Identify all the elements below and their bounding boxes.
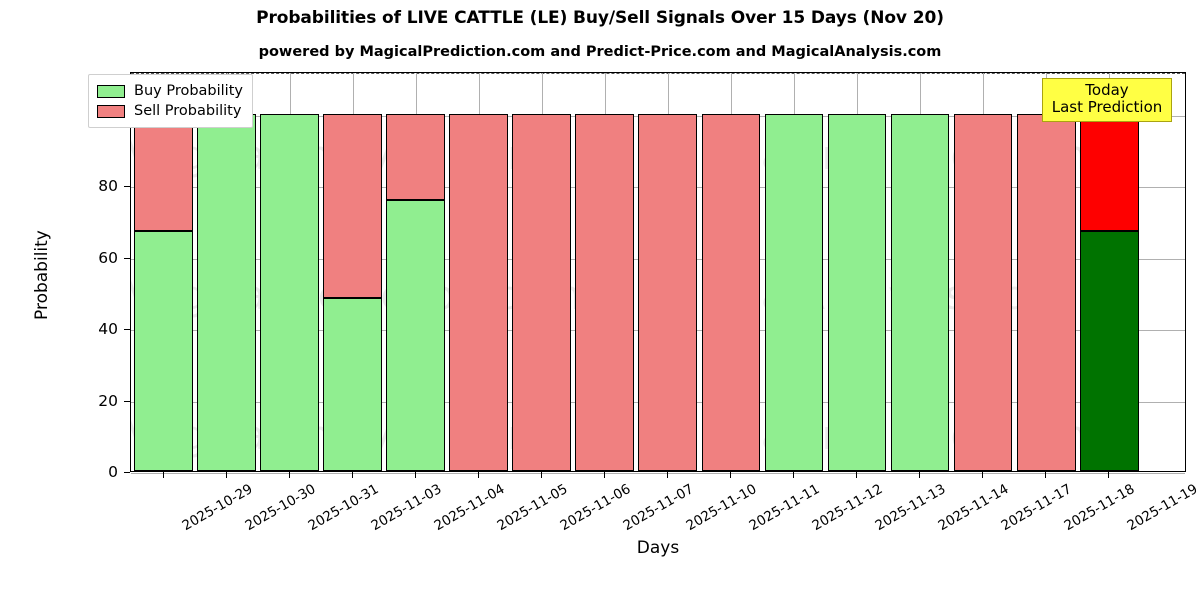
chart-title: Probabilities of LIVE CATTLE (LE) Buy/Se… [256,8,944,28]
bar-2025-11-04 [386,71,446,471]
bar-segment-sell [1079,113,1139,231]
y-tick-mark [124,257,130,259]
x-tick-label-2025-11-13: 2025-11-13 [872,481,949,535]
x-tick-label-2025-10-31: 2025-10-31 [305,481,382,535]
legend-item-buy[interactable]: Buy Probability [97,81,243,101]
bar-segment-buy [323,297,383,471]
bar-2025-11-12 [764,71,824,471]
bar-segment-sell [575,113,635,471]
legend-item-sell[interactable]: Sell Probability [97,101,243,121]
bar-2025-11-06 [512,71,572,471]
x-tick-mark [666,472,669,478]
bar-2025-11-11 [701,71,761,471]
today-label-line1: Today [1085,81,1129,99]
x-tick-label-2025-11-17: 2025-11-17 [998,481,1075,535]
x-tick-mark [477,472,479,478]
bar-2025-11-10 [638,71,698,471]
bar-segment-buy [386,199,446,471]
x-tick-label-2025-11-05: 2025-11-05 [494,481,571,535]
legend-label-buy: Buy Probability [134,83,243,99]
bar-segment-buy [197,113,256,471]
bar-segment-sell [386,113,446,200]
legend-label-sell: Sell Probability [134,103,242,119]
bar-2025-11-18 [1016,71,1076,471]
x-tick-mark [1045,472,1047,478]
bar-2025-11-07 [575,71,635,471]
bar-segment-sell [1016,113,1076,471]
x-tick-label-2025-11-12: 2025-11-12 [809,481,886,535]
y-tick-mark [124,329,130,331]
x-tick-mark [603,472,605,478]
x-tick-label-2025-10-30: 2025-10-30 [242,481,319,535]
bar-2025-10-29 [134,71,193,471]
y-tick-label-0: 0 [108,463,118,481]
x-tick-mark [982,472,984,478]
x-tick-label-2025-10-29: 2025-10-29 [179,481,255,535]
x-tick-label-2025-11-03: 2025-11-03 [368,481,445,535]
bar-segment-buy [890,113,950,471]
x-tick-mark [919,472,921,478]
bar-segment-sell [512,113,572,471]
x-tick-label-2025-11-11: 2025-11-11 [746,481,823,535]
bar-segment-buy [260,113,319,471]
x-tick-mark [729,472,732,478]
x-tick-mark [162,472,164,478]
y-tick-label-60: 60 [98,248,118,267]
gridline-top-dashed [131,73,1185,74]
x-tick-mark [1108,472,1110,478]
bar-series-layer [131,73,1185,471]
x-tick-mark [414,472,416,478]
y-tick-mark [124,186,130,188]
bar-segment-buy [134,230,193,471]
bar-segment-sell [701,113,761,471]
bar-2025-11-17 [953,71,1013,471]
x-tick-label-2025-11-18: 2025-11-18 [1061,481,1138,535]
bar-2025-10-31 [260,71,319,471]
x-tick-mark [225,472,227,478]
x-tick-mark [856,472,858,478]
y-tick-mark [124,472,130,474]
today-label-line2: Last Prediction [1051,98,1163,117]
y-tick-label-80: 80 [98,177,118,196]
bar-segment-sell [323,113,383,298]
x-tick-mark [288,472,290,478]
bar-2025-11-14 [890,71,950,471]
y-axis-label: Probability [32,230,52,320]
bar-2025-11-19 [1079,71,1139,471]
x-tick-mark [793,472,795,478]
bar-2025-10-30 [197,71,256,471]
legend-swatch-sell [97,104,125,118]
bar-segment-sell [953,113,1013,471]
bar-segment-buy [1079,230,1139,471]
gridline-y-0 [131,473,1185,474]
x-tick-label-2025-11-06: 2025-11-06 [557,481,634,535]
x-axis-label: Days [636,538,680,558]
y-tick-label-40: 40 [98,320,118,339]
chart-subtitle: powered by MagicalPrediction.com and Pre… [258,44,942,60]
x-tick-mark [351,472,353,478]
bar-2025-11-13 [827,71,887,471]
bar-segment-sell [449,113,509,471]
y-tick-label-20: 20 [98,391,118,410]
chart-legend[interactable]: Buy Probability Sell Probability [88,74,253,128]
legend-swatch-buy [97,84,125,98]
bar-2025-11-05 [449,71,509,471]
y-tick-mark [124,400,130,402]
bar-segment-buy [827,113,887,471]
x-tick-label-2025-11-07: 2025-11-07 [620,481,697,535]
x-tick-label-2025-11-04: 2025-11-04 [431,481,508,535]
today-annotation: Today Last Prediction [1042,78,1172,122]
bar-segment-buy [764,113,824,471]
bar-2025-11-03 [323,71,383,471]
x-tick-label-2025-11-14: 2025-11-14 [935,481,1012,535]
x-tick-mark [540,472,542,478]
x-tick-label-2025-11-10: 2025-11-10 [683,481,760,535]
bar-segment-sell [638,113,698,471]
x-tick-label-2025-11-19: 2025-11-19 [1124,481,1200,535]
